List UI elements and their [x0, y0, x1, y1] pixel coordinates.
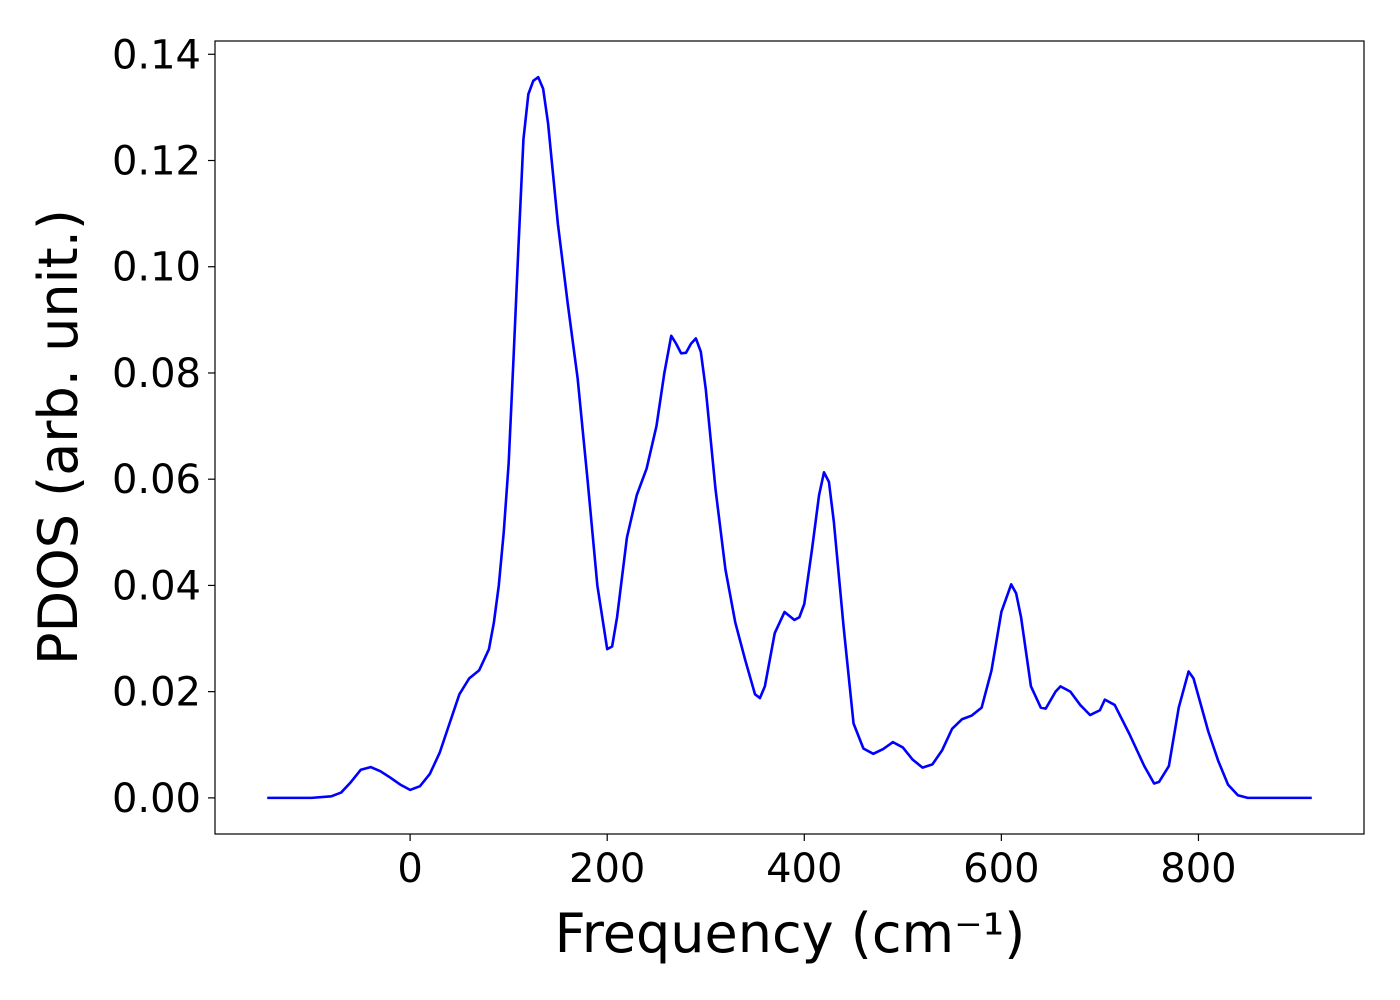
x-tick-label: 0 [397, 846, 422, 892]
data-line [267, 75, 1312, 800]
y-tick-label: 0.06 [112, 457, 201, 503]
y-tick-label: 0.00 [112, 776, 201, 822]
x-tick-label: 600 [963, 846, 1039, 892]
y-tick-label: 0.14 [112, 32, 201, 78]
y-tick-label: 0.02 [112, 670, 201, 716]
x-tick-label: 800 [1160, 846, 1236, 892]
y-tick-label: 0.08 [112, 351, 201, 397]
x-axis-label: Frequency (cm⁻¹) [555, 902, 1026, 965]
y-tick-label: 0.12 [112, 139, 201, 185]
plot-frame [214, 40, 1365, 835]
x-tick-label: 200 [569, 846, 645, 892]
y-axis-label: PDOS (arb. unit.) [27, 209, 90, 665]
y-tick-label: 0.10 [112, 245, 201, 291]
x-tick-label: 400 [766, 846, 842, 892]
y-tick-label: 0.04 [112, 563, 201, 609]
